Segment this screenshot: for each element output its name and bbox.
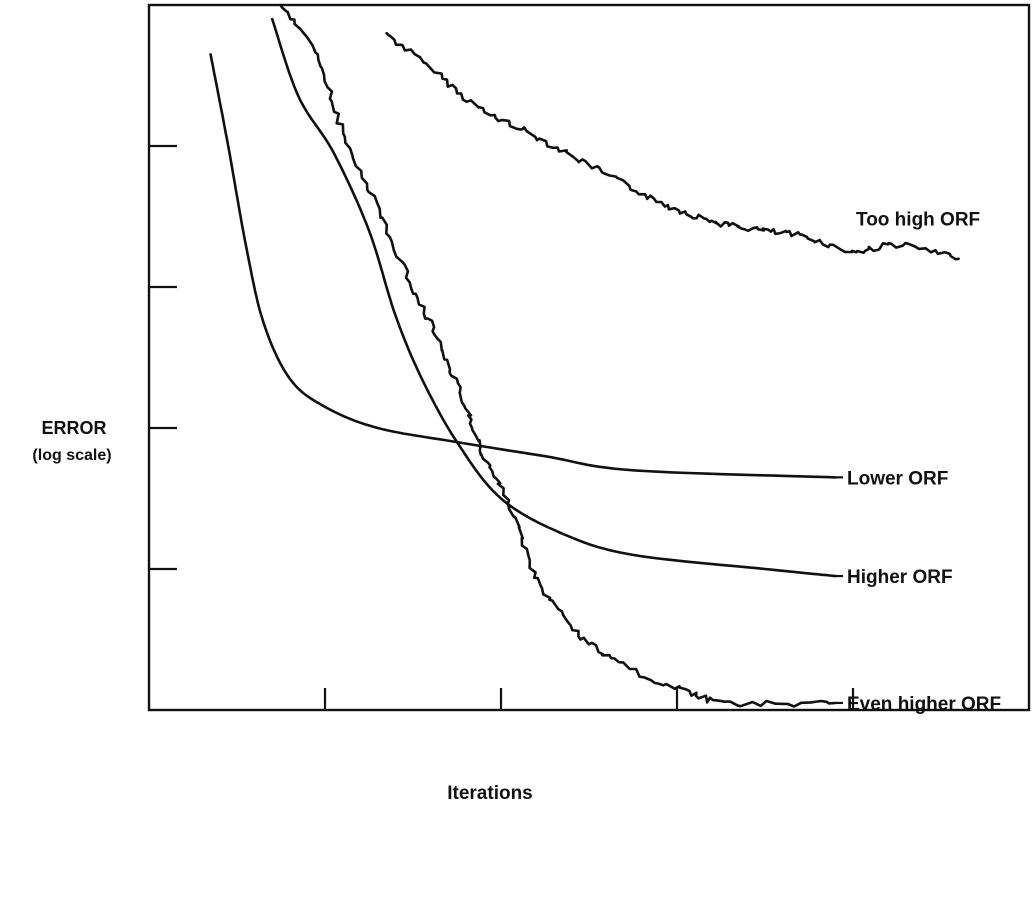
series-label: Too high ORF [856,210,980,231]
series-line [270,17,837,578]
axis-ticks [149,144,855,710]
series-label: Even higher ORF [847,694,1001,715]
y-axis-label: ERROR [41,418,106,438]
curves [209,3,960,708]
series-label: Higher ORF [847,567,953,588]
series-label: Lower ORF [847,468,948,489]
plot-frame [147,3,1031,712]
series-labels: Too high ORF Lower ORF Higher ORF Even high… [835,210,1001,715]
y-axis-sublabel: (log scale) [32,447,111,464]
series-line [385,31,960,261]
series-line [209,53,837,479]
x-axis-label: Iterations [447,783,533,804]
series-line [279,3,837,708]
